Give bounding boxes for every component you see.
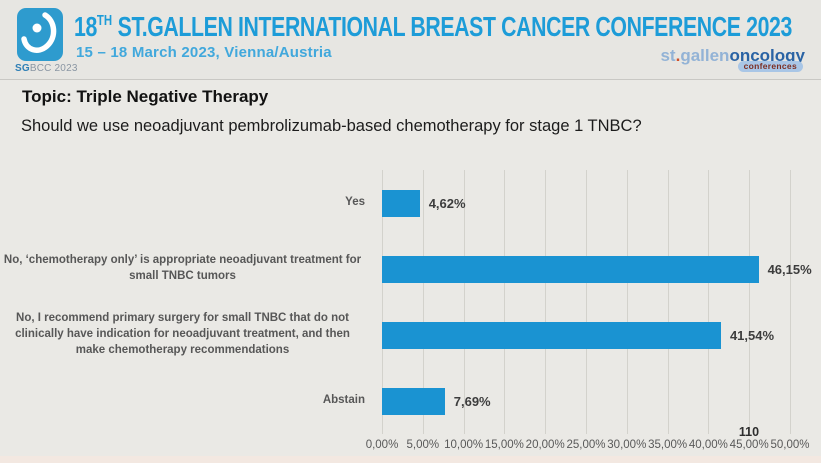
brand-dot: . <box>675 46 681 65</box>
bar-no-chemo-only <box>382 255 759 283</box>
bar-no-primary-surgery <box>382 321 721 349</box>
brand-gallen: gallen <box>680 46 730 65</box>
x-axis-ticks: 0,00% 5,00% 10,00% 15,00% 20,00% 25,00% 30,00%… <box>366 439 810 455</box>
total-votes: 110 <box>738 425 760 439</box>
gridline <box>463 170 465 434</box>
brand-oncology: oncology <box>729 46 805 65</box>
value-label: 7,69% <box>453 393 491 409</box>
gridline <box>790 170 791 434</box>
chart-rows: Yes 4,62% No, ‘chemotherapy only’ is app… <box>0 170 821 434</box>
plot-grid <box>382 170 791 434</box>
gridline <box>708 170 710 434</box>
value-label: 4,62% <box>428 195 466 211</box>
poll-question: Should we use neoadjuvant pembrolizumab-… <box>21 117 642 135</box>
chart-row: No, I recommend primary surgery for smal… <box>0 302 821 368</box>
gridline <box>667 170 669 434</box>
title-ordinal: TH <box>96 12 113 29</box>
x-tick-label: 30,00% <box>607 439 647 451</box>
chart-row: Yes 4,62% <box>0 170 821 236</box>
gridline <box>626 170 628 434</box>
breast-logo-glyph <box>21 12 57 53</box>
gridline <box>749 170 751 434</box>
logo-caption-sg: SG <box>15 63 30 74</box>
value-label: 46,15% <box>767 261 812 277</box>
x-tick-label: 10,00% <box>444 439 484 451</box>
gridline <box>382 170 383 434</box>
bar-abstain <box>382 387 445 415</box>
oncology-brand-logo: st.gallenoncology conferences <box>660 46 805 72</box>
title-text: ST.GALLEN INTERNATIONAL BREAST CANCER CO… <box>112 11 793 42</box>
chart-row: Abstain 7,69% <box>0 368 821 434</box>
x-tick-label: 40,00% <box>688 439 728 451</box>
conference-header: SGBCC 2023 18TH ST.GALLEN INTERNATIONAL … <box>0 0 821 80</box>
x-tick-label: 35,00% <box>648 439 688 451</box>
x-tick-label: 50,00% <box>770 439 810 451</box>
gridline <box>586 170 587 434</box>
category-label: Yes <box>345 196 365 209</box>
x-tick-label: 20,00% <box>525 439 565 451</box>
title-number: 18 <box>74 11 97 42</box>
topic-label: Topic: Triple Negative Therapy <box>22 87 269 106</box>
logo-caption-rest: BCC 2023 <box>29 63 78 74</box>
sgbcc-logo-icon <box>17 8 63 61</box>
value-label: 41,54% <box>729 327 775 343</box>
poll-results-chart: Yes 4,62% No, ‘chemotherapy only’ is app… <box>0 170 821 460</box>
category-label: Abstain <box>322 394 365 407</box>
gridline <box>545 170 547 434</box>
category-label: No, ‘chemotherapy only’ is appropriate n… <box>3 254 362 282</box>
bottom-strip <box>0 456 821 463</box>
chart-row: No, ‘chemotherapy only’ is appropriate n… <box>0 236 821 302</box>
gridline <box>504 170 506 434</box>
x-tick-label: 25,00% <box>566 439 606 451</box>
x-tick-label: 5,00% <box>406 439 440 451</box>
brand-conferences-badge: conferences <box>737 61 803 72</box>
conference-date-location: 15 – 18 March 2023, Vienna/Austria <box>76 44 332 61</box>
x-tick-label: 15,00% <box>484 439 524 451</box>
x-tick-label: 0,00% <box>365 439 399 451</box>
logo-caption: SGBCC 2023 <box>15 63 78 74</box>
x-tick-label: 45,00% <box>729 439 769 451</box>
category-label: No, I recommend primary surgery for smal… <box>15 312 350 356</box>
conference-title: 18TH ST.GALLEN INTERNATIONAL BREAST CANC… <box>74 5 792 43</box>
bar-yes <box>382 189 420 217</box>
gridline <box>422 170 424 434</box>
brand-st: st <box>660 46 676 65</box>
